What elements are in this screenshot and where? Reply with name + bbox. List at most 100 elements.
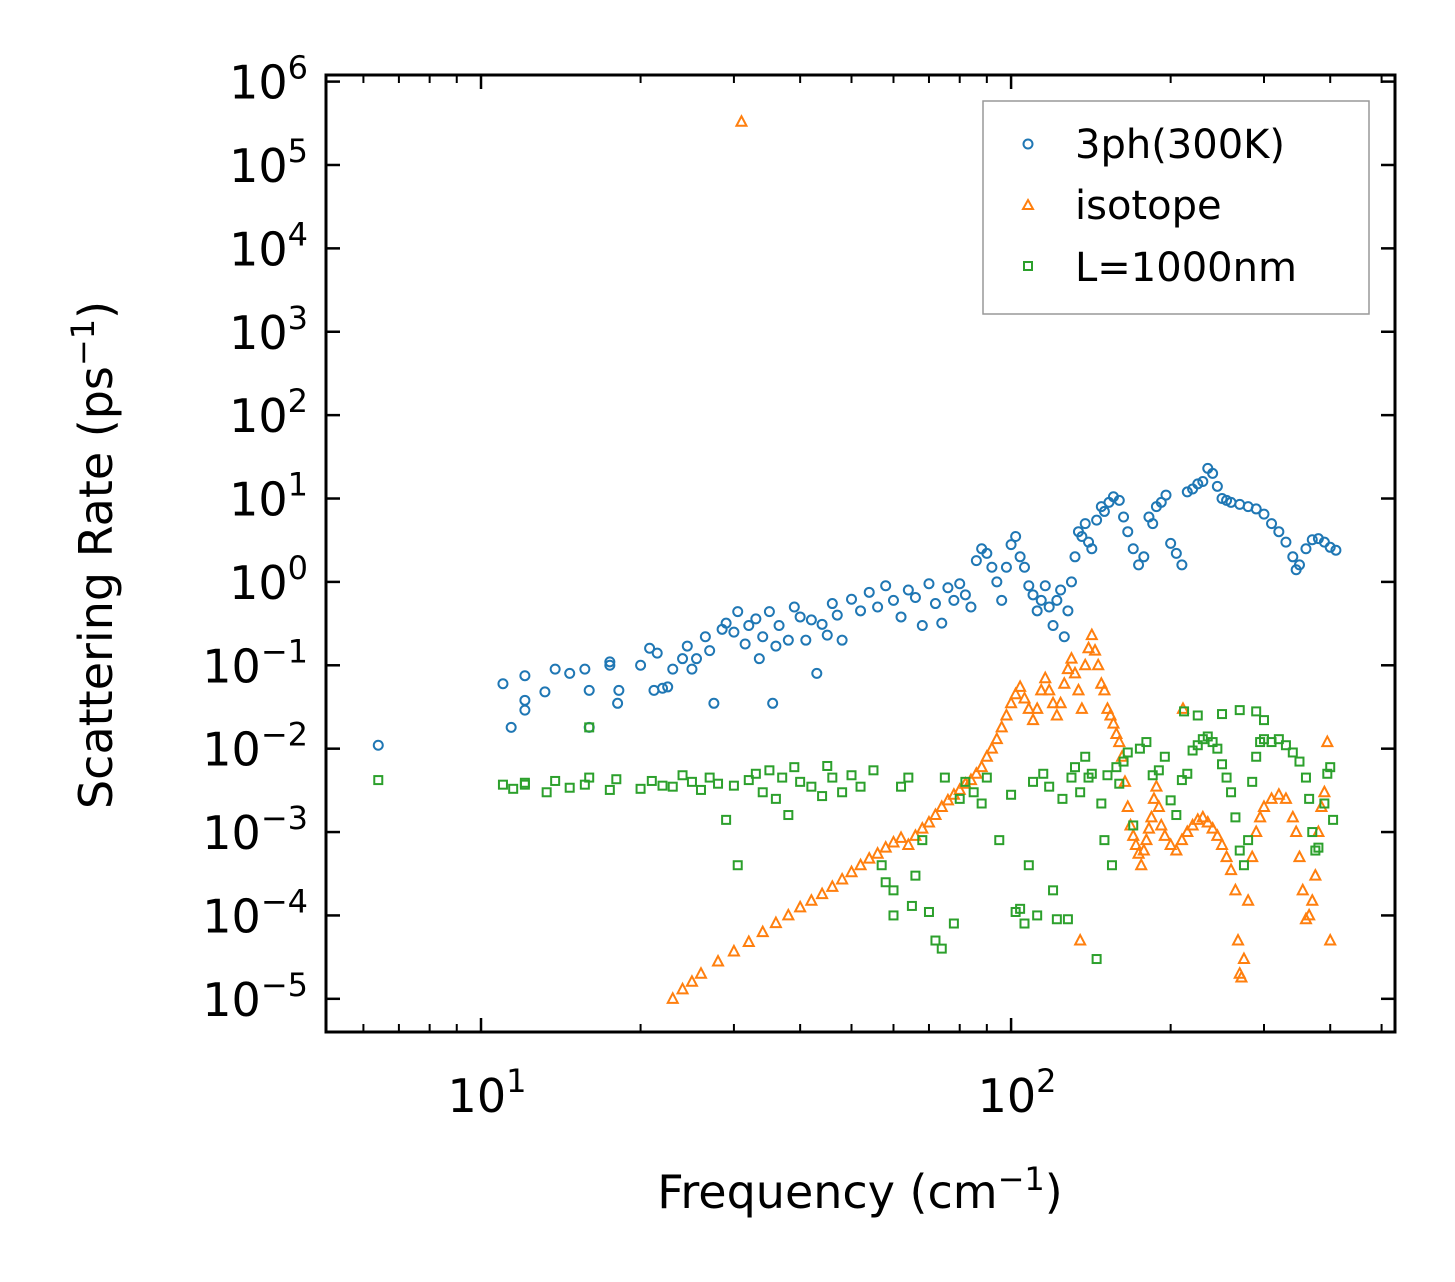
data-point <box>1237 951 1251 965</box>
data-point <box>1111 762 1122 773</box>
data-point <box>887 594 899 606</box>
data-point <box>1296 882 1310 896</box>
data-point <box>1253 809 1267 823</box>
data-point <box>711 953 725 967</box>
data-point <box>675 981 690 995</box>
data-point <box>1038 768 1049 779</box>
data-point <box>1134 857 1148 871</box>
data-point <box>986 561 998 573</box>
data-point <box>677 653 689 665</box>
data-point <box>1066 772 1077 783</box>
data-point <box>1057 676 1071 689</box>
y-tick-label: 10−5 <box>202 966 308 1027</box>
data-point <box>1141 737 1152 748</box>
data-point <box>894 830 908 843</box>
data-point <box>1207 467 1219 479</box>
data-point <box>681 640 693 652</box>
y-tick-label-exp: 2 <box>288 382 308 420</box>
x-tick-label-exp: 2 <box>1036 1062 1056 1100</box>
data-point <box>1106 715 1121 729</box>
data-point <box>1205 820 1220 834</box>
data-point <box>739 638 751 650</box>
data-point <box>742 934 756 948</box>
x-tick-label-exp: 1 <box>506 1062 526 1100</box>
data-point <box>763 606 775 618</box>
series-0 <box>372 462 1342 751</box>
data-point <box>1088 642 1102 656</box>
y-tick-label-base: 10 <box>229 222 288 276</box>
data-point <box>929 598 941 610</box>
data-point <box>923 578 935 590</box>
data-point <box>1147 791 1161 804</box>
data-point <box>1057 793 1068 804</box>
y-tick-label-exp: 5 <box>288 132 308 170</box>
data-point <box>1099 835 1110 846</box>
data-point <box>1211 480 1223 492</box>
y-tick-label: 106 <box>229 49 308 110</box>
data-point <box>1013 679 1027 692</box>
data-point <box>1328 814 1339 825</box>
data-point <box>795 776 806 787</box>
data-point <box>1219 849 1234 863</box>
legend-marker-3ph <box>1022 138 1034 150</box>
data-point <box>1322 768 1333 779</box>
legend-entry-L1000nm: L=1000nm <box>1023 245 1297 291</box>
data-point <box>1042 682 1056 696</box>
data-point <box>1300 772 1311 783</box>
data-point <box>1175 832 1189 846</box>
data-point <box>1306 534 1318 546</box>
data-point <box>1324 541 1336 553</box>
data-point <box>1197 475 1209 487</box>
data-point <box>836 634 848 646</box>
data-point <box>1051 914 1062 925</box>
data-point <box>1250 503 1262 515</box>
tick-label-layer: 10−510−410−310−210−110010110210310410510… <box>202 49 1056 1123</box>
data-point <box>1231 932 1245 946</box>
data-point <box>1258 508 1270 520</box>
data-point <box>691 653 703 665</box>
data-point <box>805 614 817 626</box>
data-point <box>728 626 740 638</box>
data-point <box>942 582 954 594</box>
data-point <box>1144 809 1159 823</box>
data-point <box>1118 511 1130 523</box>
data-point <box>853 857 868 871</box>
data-point <box>1078 657 1092 671</box>
data-point <box>794 611 806 623</box>
data-point <box>564 667 576 679</box>
data-point <box>1022 701 1036 714</box>
data-point <box>1051 594 1063 606</box>
data-point <box>1044 781 1055 792</box>
x-axis-title-main: Frequency (cm <box>657 1165 997 1219</box>
plot-area: 10−510−410−310−210−110010110210310410510… <box>202 49 1397 1123</box>
axes-frame <box>324 73 1397 1034</box>
data-point <box>1094 676 1108 689</box>
data-point <box>1026 712 1040 726</box>
y-tick-label-base: 10 <box>202 889 261 943</box>
data-point <box>1064 651 1079 664</box>
data-point <box>995 719 1009 733</box>
data-point <box>1187 745 1198 756</box>
data-point <box>541 787 552 798</box>
data-point <box>999 707 1014 721</box>
data-point <box>686 663 698 675</box>
data-point <box>1091 954 1102 965</box>
data-point <box>1027 589 1039 601</box>
data-point <box>1251 706 1262 717</box>
data-point <box>764 765 775 776</box>
data-point <box>1068 665 1082 679</box>
data-point <box>667 663 679 675</box>
legend-marker-L1000nm <box>1023 261 1033 271</box>
data-point <box>1097 682 1112 696</box>
data-point <box>1030 701 1044 714</box>
data-point <box>1047 620 1059 632</box>
data-point <box>994 835 1005 846</box>
data-point <box>550 775 561 786</box>
data-point <box>1043 601 1055 613</box>
data-point <box>1073 932 1087 946</box>
data-point <box>1234 969 1249 983</box>
data-point <box>635 659 647 671</box>
data-point <box>1215 837 1229 850</box>
data-point <box>657 682 669 694</box>
data-point <box>1131 846 1146 859</box>
